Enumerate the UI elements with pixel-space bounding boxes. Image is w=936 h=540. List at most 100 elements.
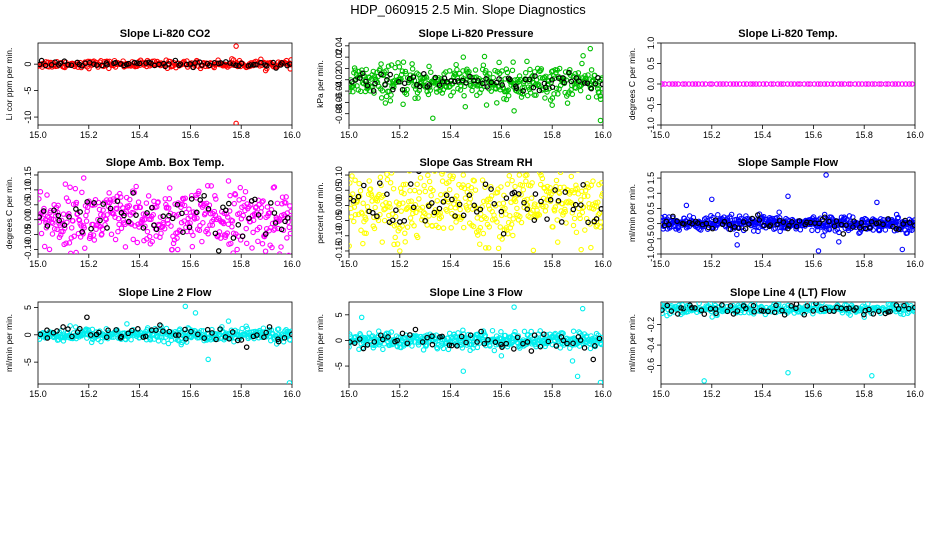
data-point xyxy=(430,187,436,194)
y-tick-label: -0.05 xyxy=(23,224,33,245)
highlight-point xyxy=(374,213,380,220)
data-point xyxy=(388,62,395,68)
data-point xyxy=(485,196,491,202)
data-point xyxy=(518,219,525,226)
data-point xyxy=(157,334,163,340)
highlight-point xyxy=(359,70,366,77)
highlight-point xyxy=(526,76,533,83)
data-point xyxy=(768,81,774,87)
x-tick-label: 15.4 xyxy=(131,259,149,269)
data-point xyxy=(527,182,534,189)
highlight-point xyxy=(204,326,211,333)
highlight-point xyxy=(730,311,737,317)
data-point xyxy=(144,325,151,331)
data-point xyxy=(109,334,115,340)
data-point xyxy=(554,239,561,245)
highlight-point xyxy=(735,225,742,231)
data-point xyxy=(902,81,909,87)
highlight-point xyxy=(549,84,556,90)
data-point xyxy=(224,214,231,220)
data-point xyxy=(119,205,126,211)
data-point xyxy=(488,183,494,190)
data-point xyxy=(446,186,453,193)
data-point xyxy=(906,81,912,87)
highlight-point xyxy=(598,206,603,212)
data-point xyxy=(271,184,278,190)
data-point xyxy=(595,199,601,206)
y-tick-label: -5 xyxy=(23,358,33,366)
outlier-point xyxy=(597,117,603,124)
highlight-point xyxy=(44,335,51,341)
data-point xyxy=(570,328,577,334)
highlight-point xyxy=(55,212,62,219)
data-point xyxy=(557,172,564,175)
x-tick-label: 16.0 xyxy=(594,259,612,269)
chart-panel-7: Slope Line 2 Flow 15.0 15.2 15.4 15.6 15.8 16.… xyxy=(4,287,301,399)
x-tick-label: 15.2 xyxy=(80,259,98,269)
x-tick-label: 16.0 xyxy=(906,389,924,399)
highlight-point xyxy=(217,326,223,332)
highlight-point xyxy=(749,215,755,222)
highlight-point xyxy=(112,59,119,66)
data-point xyxy=(47,208,54,214)
data-point xyxy=(446,68,453,74)
highlight-point xyxy=(831,223,838,230)
highlight-point xyxy=(496,76,502,82)
data-point xyxy=(461,93,467,99)
highlight-point xyxy=(206,62,213,69)
data-point xyxy=(183,339,190,345)
highlight-point xyxy=(213,336,219,343)
data-point xyxy=(804,302,811,306)
highlight-point xyxy=(262,231,269,237)
data-point xyxy=(51,225,58,232)
data-point xyxy=(425,172,431,179)
data-point xyxy=(573,229,580,236)
data-point xyxy=(440,345,447,352)
data-point xyxy=(161,338,167,345)
data-point xyxy=(689,81,696,87)
data-point xyxy=(422,188,429,195)
data-point xyxy=(394,241,401,247)
highlight-point xyxy=(379,336,386,343)
data-point xyxy=(485,202,492,209)
data-point xyxy=(412,95,418,102)
y-axis-label: degrees C per min. xyxy=(627,48,637,120)
highlight-point xyxy=(661,307,665,313)
data-point xyxy=(480,62,487,68)
data-point xyxy=(428,69,434,75)
highlight-point xyxy=(251,61,257,68)
y-tick-label: 0.00 xyxy=(334,197,344,215)
data-point xyxy=(554,217,560,223)
data-point xyxy=(406,198,412,205)
data-point xyxy=(820,232,826,239)
data-point xyxy=(734,231,740,238)
data-point xyxy=(847,312,853,318)
highlight-point xyxy=(520,88,526,94)
data-point xyxy=(116,190,123,197)
data-point xyxy=(157,214,164,220)
data-points xyxy=(661,302,915,384)
highlight-point xyxy=(456,201,463,208)
highlight-point xyxy=(781,311,788,318)
highlight-point xyxy=(779,307,785,314)
data-point xyxy=(481,83,487,90)
data-point xyxy=(481,53,488,60)
data-point xyxy=(488,88,495,94)
highlight-point xyxy=(499,82,506,88)
data-point xyxy=(482,332,489,339)
highlight-point xyxy=(448,342,455,349)
data-point xyxy=(821,81,828,87)
highlight-point xyxy=(384,77,390,83)
data-point xyxy=(571,215,578,222)
highlight-point xyxy=(821,214,828,221)
data-point xyxy=(391,241,397,248)
data-point xyxy=(98,338,104,345)
data-point xyxy=(680,81,686,87)
data-point xyxy=(134,204,140,211)
data-point xyxy=(55,202,61,209)
highlight-point xyxy=(288,331,292,338)
x-tick-label: 15.4 xyxy=(442,389,460,399)
data-point xyxy=(379,87,386,94)
y-tick-label: 0.15 xyxy=(23,166,33,184)
data-point xyxy=(909,81,915,87)
